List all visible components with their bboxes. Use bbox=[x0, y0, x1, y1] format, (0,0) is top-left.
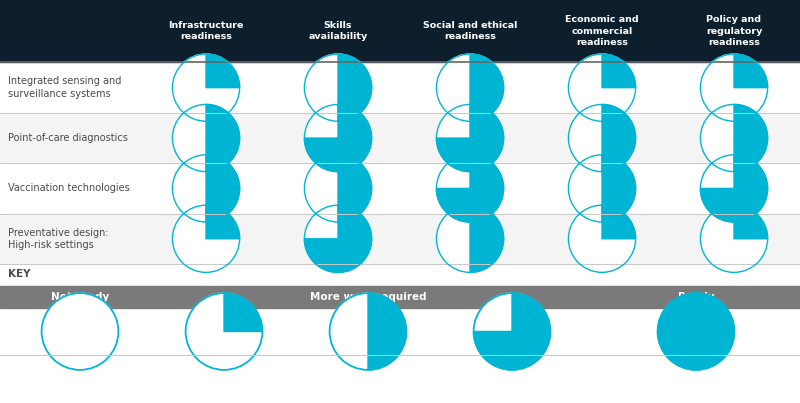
Polygon shape bbox=[304, 104, 371, 172]
Polygon shape bbox=[206, 155, 239, 222]
Ellipse shape bbox=[436, 155, 504, 222]
Ellipse shape bbox=[474, 293, 550, 370]
Bar bbox=[0, 0, 800, 62]
Ellipse shape bbox=[658, 293, 734, 370]
Polygon shape bbox=[734, 205, 768, 239]
Ellipse shape bbox=[701, 205, 768, 272]
Ellipse shape bbox=[701, 155, 768, 222]
Text: Policy and
regulatory
readiness: Policy and regulatory readiness bbox=[706, 15, 762, 47]
Text: Ready: Ready bbox=[678, 292, 714, 302]
Ellipse shape bbox=[436, 104, 504, 172]
Polygon shape bbox=[470, 205, 503, 272]
Bar bbox=[0, 286, 800, 308]
Text: Preventative design:
High-risk settings: Preventative design: High-risk settings bbox=[8, 228, 109, 250]
Text: Skills
availability: Skills availability bbox=[308, 21, 368, 42]
Text: Infrastructure
readiness: Infrastructure readiness bbox=[168, 21, 244, 42]
Ellipse shape bbox=[330, 293, 406, 370]
Ellipse shape bbox=[172, 54, 240, 121]
Polygon shape bbox=[338, 155, 371, 222]
Bar bbox=[0, 214, 800, 264]
Polygon shape bbox=[436, 155, 504, 222]
Polygon shape bbox=[602, 155, 635, 222]
Polygon shape bbox=[338, 54, 371, 121]
Text: Not ready: Not ready bbox=[51, 292, 109, 302]
Ellipse shape bbox=[568, 104, 636, 172]
Ellipse shape bbox=[568, 205, 636, 272]
Polygon shape bbox=[206, 205, 239, 239]
Polygon shape bbox=[224, 293, 262, 331]
Text: Vaccination technologies: Vaccination technologies bbox=[8, 183, 130, 193]
Polygon shape bbox=[206, 54, 239, 88]
Polygon shape bbox=[436, 104, 504, 172]
Ellipse shape bbox=[172, 155, 240, 222]
Polygon shape bbox=[701, 155, 768, 222]
Polygon shape bbox=[734, 104, 767, 172]
Ellipse shape bbox=[568, 155, 636, 222]
Text: Social and ethical
readiness: Social and ethical readiness bbox=[423, 21, 517, 42]
Ellipse shape bbox=[304, 104, 371, 172]
Polygon shape bbox=[474, 293, 550, 370]
Ellipse shape bbox=[701, 104, 768, 172]
Polygon shape bbox=[206, 104, 239, 172]
Ellipse shape bbox=[42, 293, 118, 370]
Ellipse shape bbox=[304, 54, 371, 121]
Ellipse shape bbox=[304, 155, 371, 222]
Ellipse shape bbox=[568, 54, 636, 121]
Ellipse shape bbox=[172, 205, 240, 272]
Polygon shape bbox=[602, 54, 636, 88]
Polygon shape bbox=[734, 54, 768, 88]
Polygon shape bbox=[602, 205, 636, 239]
Ellipse shape bbox=[304, 205, 371, 272]
Ellipse shape bbox=[436, 54, 504, 121]
Text: Economic and
commercial
readiness: Economic and commercial readiness bbox=[565, 15, 639, 47]
Bar bbox=[0, 113, 800, 163]
Text: Integrated sensing and
surveillance systems: Integrated sensing and surveillance syst… bbox=[8, 77, 122, 99]
Bar bbox=[0, 62, 800, 113]
Ellipse shape bbox=[172, 104, 240, 172]
Text: More work required: More work required bbox=[310, 292, 426, 302]
Ellipse shape bbox=[436, 205, 504, 272]
Ellipse shape bbox=[186, 293, 262, 370]
Ellipse shape bbox=[701, 54, 768, 121]
Polygon shape bbox=[304, 205, 371, 272]
Polygon shape bbox=[602, 104, 635, 172]
Polygon shape bbox=[368, 293, 406, 370]
Bar bbox=[0, 163, 800, 214]
Text: Point-of-care diagnostics: Point-of-care diagnostics bbox=[8, 133, 128, 143]
Polygon shape bbox=[470, 54, 503, 121]
Text: KEY: KEY bbox=[8, 269, 30, 279]
